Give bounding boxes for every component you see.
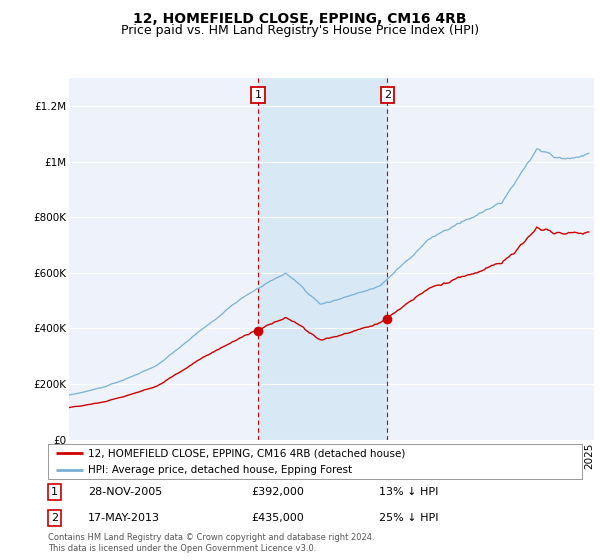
Text: 13% ↓ HPI: 13% ↓ HPI [379, 487, 439, 497]
Text: £435,000: £435,000 [251, 514, 304, 524]
Text: £392,000: £392,000 [251, 487, 304, 497]
Text: This data is licensed under the Open Government Licence v3.0.: This data is licensed under the Open Gov… [48, 544, 316, 553]
Text: Price paid vs. HM Land Registry's House Price Index (HPI): Price paid vs. HM Land Registry's House … [121, 24, 479, 37]
Text: Contains HM Land Registry data © Crown copyright and database right 2024.: Contains HM Land Registry data © Crown c… [48, 533, 374, 542]
Text: 12, HOMEFIELD CLOSE, EPPING, CM16 4RB (detached house): 12, HOMEFIELD CLOSE, EPPING, CM16 4RB (d… [88, 449, 406, 459]
Text: HPI: Average price, detached house, Epping Forest: HPI: Average price, detached house, Eppi… [88, 465, 352, 475]
Text: 17-MAY-2013: 17-MAY-2013 [88, 514, 160, 524]
Text: 1: 1 [51, 487, 58, 497]
Text: 2: 2 [51, 514, 58, 524]
Text: 12, HOMEFIELD CLOSE, EPPING, CM16 4RB: 12, HOMEFIELD CLOSE, EPPING, CM16 4RB [133, 12, 467, 26]
Bar [258, 78, 388, 440]
Text: 28-NOV-2005: 28-NOV-2005 [88, 487, 162, 497]
Text: 25% ↓ HPI: 25% ↓ HPI [379, 514, 439, 524]
Text: 2: 2 [384, 90, 391, 100]
Text: 1: 1 [254, 90, 262, 100]
